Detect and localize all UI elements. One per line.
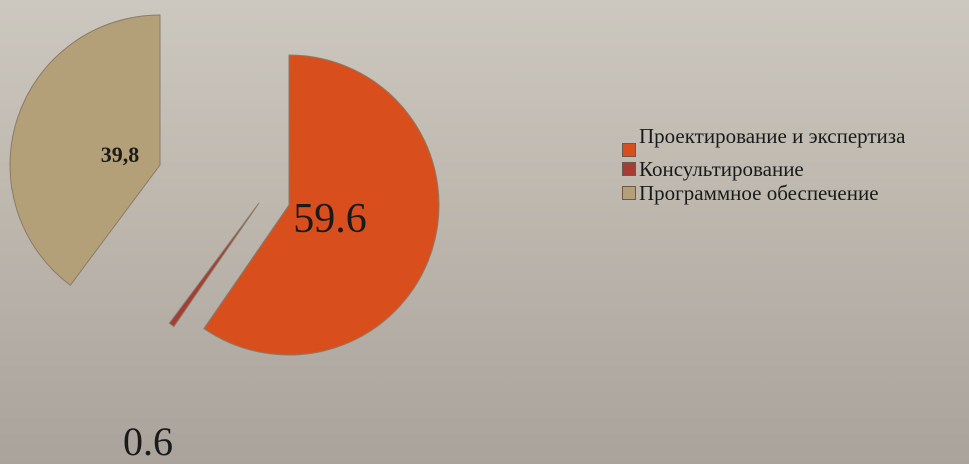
slice-software-label: 39,8 [101,142,140,167]
legend: Проектирование и экспертиза Консультиров… [622,124,967,205]
slice-design [203,54,440,356]
legend-label-consulting: Консультирование [639,157,804,181]
legend-swatch-software [622,186,636,200]
legend-label-software: Программное обеспечение [639,181,879,205]
slice-consulting [168,202,260,328]
legend-item-design: Проектирование и экспертиза [622,124,967,157]
legend-label-design: Проектирование и экспертиза [639,124,906,148]
slice-software [9,14,161,286]
legend-swatch-design [622,143,636,157]
legend-item-software: Программное обеспечение [622,181,967,205]
legend-swatch-consulting [622,162,636,176]
legend-item-consulting: Консультирование [622,157,967,181]
slice-design-label: 59.6 [293,196,367,242]
slice-consulting-label: 0.6 [123,419,173,464]
